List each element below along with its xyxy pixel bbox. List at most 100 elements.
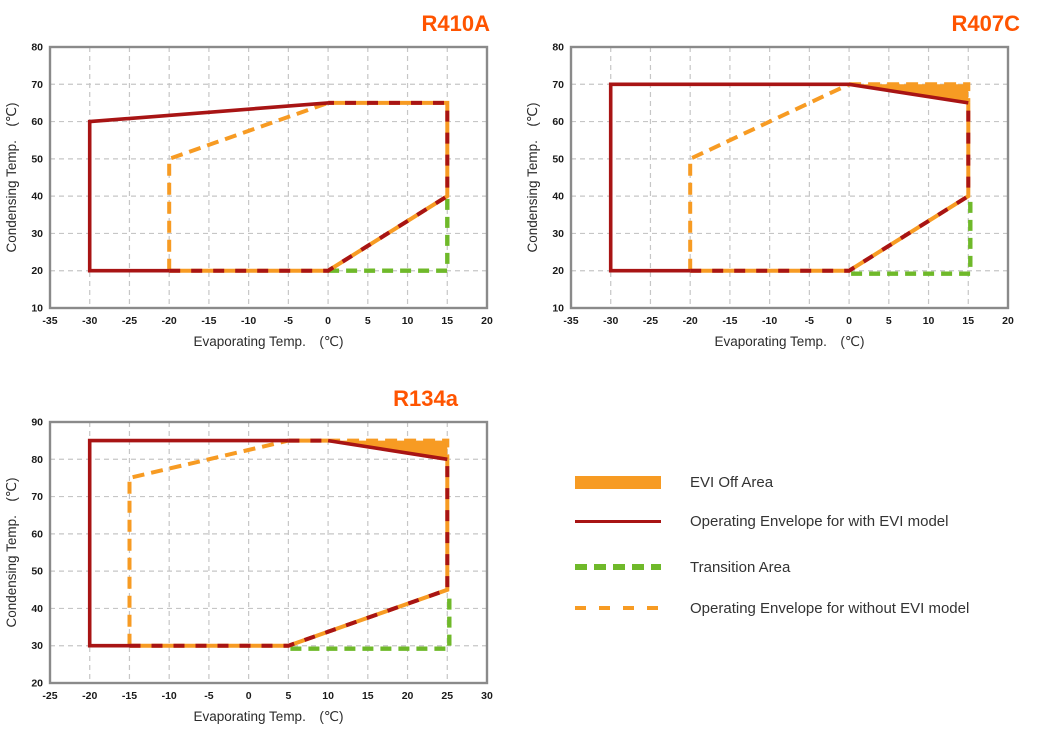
r134a-envelope-with-evi-overlap — [129, 459, 450, 648]
chart-title-r134a: R134a — [393, 386, 459, 411]
y-tick-label: 40 — [31, 191, 43, 203]
plot-border — [48, 45, 489, 310]
x-tick-label: 10 — [322, 690, 334, 702]
without-evi-line-swatch-icon — [575, 606, 661, 610]
x-tick-label: -10 — [762, 315, 777, 327]
y-tick-label: 40 — [31, 603, 43, 615]
legend-label-transition-area: Transition Area — [690, 558, 791, 576]
y-tick-label: 20 — [31, 678, 43, 690]
legend-item-envelope-without-evi: Operating Envelope for without EVI model — [575, 599, 970, 617]
r407c-envelope-without-evi — [688, 82, 850, 271]
r134a-envelope-without-evi — [127, 438, 289, 646]
y-tick-label: 30 — [552, 228, 564, 240]
chart-title-r407c: R407C — [952, 11, 1021, 36]
r134a-envelope-with-evi — [87, 438, 289, 648]
evi-off-area-swatch-icon — [575, 475, 661, 489]
r134a-envelope-without-evi — [328, 438, 450, 460]
r407c-envelope-with-evi — [608, 82, 969, 273]
r134a-transition-area — [290, 592, 452, 651]
x-tick-label: 0 — [325, 315, 331, 327]
legend-label-envelope-with-evi: Operating Envelope for with EVI model — [690, 512, 949, 530]
chart-svg-r407c: -35 -30 -25 -20 -15 -10 -5 0 5 10 15 20 10 20 30 40 50 60… — [525, 11, 1021, 349]
x-tick-label: -5 — [284, 315, 293, 327]
chart-svg-r134a: -25 -20 -15 -10 -5 0 5 10 15 20 25 30 20 30 40 50 60 70 80… — [4, 386, 493, 724]
x-tick-label: 15 — [362, 690, 374, 702]
x-axis-title: Evaporating Temp. (℃) — [194, 709, 344, 724]
x-tick-label: -30 — [603, 315, 618, 327]
r410a-overlap-underlay — [169, 100, 450, 273]
r407c-envelope-with-evi-overlap — [690, 102, 971, 273]
y-tick-label: 20 — [552, 265, 564, 277]
x-tick-label: 20 — [1002, 315, 1014, 327]
r407c-transition-area — [851, 199, 973, 276]
r134a-envelope-with-evi — [327, 438, 448, 462]
y-tick-label: 10 — [31, 303, 43, 315]
x-tick-label: -20 — [162, 315, 177, 327]
y-tick-label: 70 — [552, 79, 564, 91]
legend-item-evi-off-area: EVI Off Area — [575, 473, 774, 491]
chart-r410a: -35 -30 -25 -20 -15 -10 -5 0 5 10 15 20 10 20 30 40 50 60… — [0, 0, 521, 375]
transition-area-swatch-icon — [575, 564, 661, 570]
with-evi-line-swatch-icon — [575, 519, 661, 523]
chart-title-r410a: R410A — [422, 11, 491, 36]
x-tick-label: -35 — [42, 315, 57, 327]
x-tick-label: -20 — [82, 690, 97, 702]
x-tick-label: -15 — [122, 690, 137, 702]
r407c-envelope-without-evi — [849, 82, 971, 103]
y-tick-label: 60 — [31, 116, 43, 128]
x-tick-label: 20 — [481, 315, 493, 327]
x-tick-label: 10 — [402, 315, 414, 327]
x-axis-title: Evaporating Temp. (℃) — [715, 334, 865, 349]
x-axis-title: Evaporating Temp. (℃) — [194, 334, 344, 349]
x-tick-label: 5 — [886, 315, 892, 327]
x-tick-label: -25 — [122, 315, 137, 327]
y-tick-label: 50 — [31, 566, 43, 578]
y-axis-title: Condensing Temp. (℃) — [525, 103, 540, 253]
y-tick-label: 90 — [31, 417, 43, 429]
x-tick-label: -15 — [201, 315, 216, 327]
legend-item-envelope-with-evi: Operating Envelope for with EVI model — [575, 512, 949, 530]
y-tick-label: 60 — [552, 116, 564, 128]
x-tick-label: 10 — [923, 315, 935, 327]
y-tick-label: 30 — [31, 228, 43, 240]
x-tick-label: -5 — [805, 315, 814, 327]
x-tick-label: -20 — [683, 315, 698, 327]
legend: EVI Off Area Operating Envelope for with… — [521, 375, 1042, 750]
y-tick-label: 80 — [31, 454, 43, 466]
y-tick-label: 30 — [31, 640, 43, 652]
y-tick-label: 10 — [552, 303, 564, 315]
x-tick-label: -30 — [82, 315, 97, 327]
x-tick-label: -25 — [42, 690, 57, 702]
x-tick-label: 20 — [402, 690, 414, 702]
y-axis-title: Condensing Temp. (℃) — [4, 103, 19, 253]
chart-svg-r410a: -35 -30 -25 -20 -15 -10 -5 0 5 10 15 20 10 20 30 40 50 60… — [4, 11, 493, 349]
legend-label-envelope-without-evi: Operating Envelope for without EVI model — [690, 599, 970, 617]
x-tick-label: -10 — [162, 690, 177, 702]
y-tick-label: 50 — [552, 153, 564, 165]
x-tick-label: -15 — [722, 315, 737, 327]
y-tick-label: 40 — [552, 191, 564, 203]
r410a-envelope-with-evi — [87, 101, 329, 273]
x-tick-label: 25 — [441, 690, 453, 702]
y-tick-label: 80 — [31, 42, 43, 54]
chart-r407c: -35 -30 -25 -20 -15 -10 -5 0 5 10 15 20 10 20 30 40 50 60… — [521, 0, 1042, 375]
r407c-overlap-underlay — [690, 102, 971, 273]
x-tick-label: 0 — [246, 690, 252, 702]
legend-item-transition-area: Transition Area — [575, 558, 791, 576]
r410a-envelope-with-evi-overlap — [169, 100, 450, 273]
x-tick-label: 0 — [846, 315, 852, 327]
x-tick-label: 5 — [285, 690, 291, 702]
y-tick-label: 50 — [31, 153, 43, 165]
x-tick-label: -5 — [204, 690, 213, 702]
y-tick-label: 70 — [31, 79, 43, 91]
x-tick-label: 30 — [481, 690, 493, 702]
y-tick-label: 60 — [31, 528, 43, 540]
plot-border — [48, 420, 489, 685]
x-tick-label: -10 — [241, 315, 256, 327]
y-tick-label: 20 — [31, 265, 43, 277]
legend-label-evi-off-area: EVI Off Area — [690, 473, 774, 491]
r410a-transition-area — [328, 196, 450, 273]
x-tick-label: -25 — [643, 315, 658, 327]
x-tick-label: -35 — [563, 315, 578, 327]
x-tick-label: 15 — [962, 315, 974, 327]
